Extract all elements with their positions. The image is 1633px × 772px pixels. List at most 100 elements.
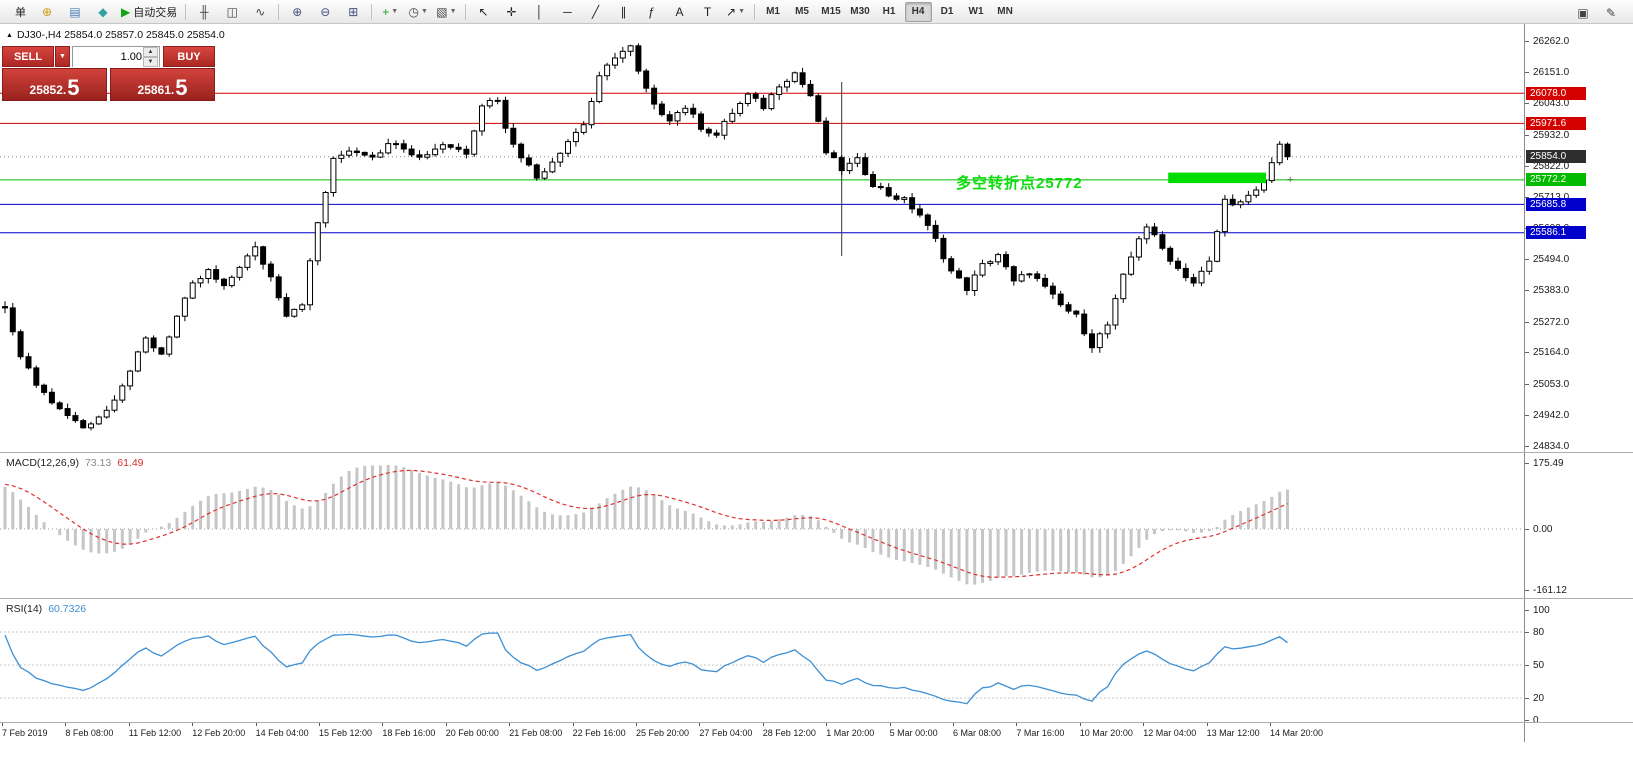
toolbar: 单 ⊕ ▤ ◆ ▶ 自动交易 ╫ ◫ ∿ ⊕ ⊖ ⊞ + ▼ ◷ ▼ ▧ ▼ ↖ ✛ │ ─ ╱ ∥ ƒ A T ↗ ▼ M1 M5 M15 M… bbox=[0, 0, 1633, 24]
time-label: 11 Feb 12:00 bbox=[128, 728, 182, 738]
indicators-icon[interactable]: + ▼ bbox=[377, 1, 403, 23]
time-tick bbox=[2, 722, 3, 726]
time-tick bbox=[699, 722, 701, 726]
order-menu-label-label: 单 bbox=[15, 6, 26, 19]
market-watch-icon[interactable]: ◆ bbox=[90, 1, 116, 23]
vertical-line-icon[interactable]: │ bbox=[527, 1, 553, 23]
rsi-tick-label: 80 bbox=[1533, 627, 1545, 638]
rsi-tick-label: 50 bbox=[1533, 660, 1545, 671]
chart-profile-icon[interactable]: ▣ bbox=[1570, 2, 1596, 24]
indicators-icon-dropdown[interactable]: ▼ bbox=[391, 8, 399, 15]
text-label-icon: T bbox=[703, 4, 712, 19]
time-tick bbox=[572, 722, 574, 726]
hline-price-box: 25772.2 bbox=[1526, 173, 1586, 186]
timeframe-m1[interactable]: M1 bbox=[766, 6, 780, 17]
time-label: 25 Feb 20:00 bbox=[636, 728, 690, 738]
lot-decrease-button[interactable]: ▼ bbox=[143, 56, 158, 67]
horizontal-line-icon: ─ bbox=[563, 4, 572, 19]
price-tick-label: 25053.0 bbox=[1533, 379, 1570, 390]
rsi-pane-canvas[interactable] bbox=[0, 598, 1524, 722]
zoom-in-icon[interactable]: ⊕ bbox=[284, 1, 310, 23]
price-tick bbox=[1525, 384, 1529, 385]
time-tick bbox=[65, 722, 67, 726]
channel-icon: ∥ bbox=[620, 4, 627, 19]
price-tick-label: 25822.0 bbox=[1533, 161, 1570, 172]
time-tick bbox=[1016, 722, 1018, 726]
crosshair-icon[interactable]: ✛ bbox=[499, 1, 525, 23]
edit-icon[interactable]: ✎ bbox=[1598, 2, 1624, 24]
timeframe-w1[interactable]: W1 bbox=[968, 6, 984, 17]
price-axis[interactable]: 26262.0 26151.0 26043.0 25932.0 25822.0 25713… bbox=[1524, 24, 1633, 742]
text-label-icon[interactable]: T bbox=[695, 1, 721, 23]
channel-icon[interactable]: ∥ bbox=[611, 1, 637, 23]
order-menu-label[interactable]: 单 bbox=[6, 1, 32, 23]
price-tick-label: 25164.0 bbox=[1533, 347, 1570, 358]
timeframe-h4[interactable]: H4 bbox=[904, 1, 932, 22]
candlestick-chart-icon[interactable]: ◫ bbox=[219, 1, 245, 23]
time-tick bbox=[1206, 722, 1208, 726]
rsi-tick-label: 0 bbox=[1533, 715, 1539, 726]
macd-pane-canvas[interactable] bbox=[0, 452, 1524, 598]
lot-increase-button[interactable]: ▲ bbox=[143, 46, 158, 57]
macd-tick bbox=[1525, 529, 1529, 530]
trendline-icon[interactable]: ╱ bbox=[583, 1, 609, 23]
lot-size-input[interactable] bbox=[73, 47, 159, 67]
horizontal-line-icon[interactable]: ─ bbox=[555, 1, 581, 23]
macd-tick bbox=[1525, 463, 1529, 464]
lot-size-field: ▲ ▼ bbox=[72, 46, 160, 67]
macd-indicator-label: MACD(12,26,9) 73.13 61.49 bbox=[6, 457, 144, 469]
pivot-annotation-text[interactable]: 多空转折点25772 bbox=[956, 175, 1083, 192]
price-tick-label: 26151.0 bbox=[1533, 67, 1570, 78]
autotrading-button[interactable]: ▶ 自动交易 bbox=[118, 1, 180, 23]
timeframe-m5[interactable]: M5 bbox=[795, 6, 809, 17]
price-tick bbox=[1525, 415, 1529, 416]
main-chart-canvas[interactable] bbox=[0, 24, 1524, 452]
macd-tick-label: 0.00 bbox=[1533, 524, 1553, 535]
ohlc-info-line: ▲ DJ30-,H4 25854.0 25857.0 25845.0 25854.… bbox=[6, 29, 225, 41]
hline-price-box: 25586.1 bbox=[1526, 226, 1586, 239]
sell-price-display[interactable]: 25852. 5 bbox=[2, 68, 107, 101]
text-icon[interactable]: A bbox=[667, 1, 693, 23]
timeframe-m15[interactable]: M15 bbox=[821, 6, 841, 17]
macd-pane-resize-handle[interactable] bbox=[0, 452, 1633, 453]
time-label: 6 Mar 08:00 bbox=[953, 728, 1002, 738]
zoom-out-icon[interactable]: ⊖ bbox=[312, 1, 338, 23]
sell-button[interactable]: SELL bbox=[2, 46, 54, 67]
bar-chart-icon[interactable]: ╫ bbox=[191, 1, 217, 23]
buy-price-display[interactable]: 25861. 5 bbox=[110, 68, 215, 101]
timeframe-m30[interactable]: M30 bbox=[850, 6, 870, 17]
price-tick bbox=[1525, 41, 1529, 42]
cursor-icon[interactable]: ↖ bbox=[471, 1, 497, 23]
template-icon[interactable]: ▧ ▼ bbox=[433, 1, 459, 23]
chart-window-icon[interactable]: ▤ bbox=[62, 1, 88, 23]
order-type-dropdown[interactable]: ▼ bbox=[55, 46, 70, 67]
price-tick-label: 25494.0 bbox=[1533, 254, 1570, 265]
template-icon-dropdown[interactable]: ▼ bbox=[449, 8, 457, 15]
line-chart-icon[interactable]: ∿ bbox=[247, 1, 273, 23]
toolbar-separator bbox=[371, 3, 373, 20]
periods-icon-dropdown[interactable]: ▼ bbox=[421, 8, 428, 15]
expand-triangle-icon[interactable]: ▲ bbox=[6, 32, 13, 39]
arrows-icon-dropdown[interactable]: ▼ bbox=[738, 8, 746, 15]
timeframe-d1[interactable]: D1 bbox=[940, 6, 954, 17]
new-order-icon[interactable]: ⊕ bbox=[34, 1, 60, 23]
periods-icon[interactable]: ◷ ▼ bbox=[405, 1, 431, 23]
price-tick bbox=[1525, 197, 1529, 198]
time-tick bbox=[636, 722, 637, 726]
price-tick-label: 25272.0 bbox=[1533, 317, 1570, 328]
timeframe-h1[interactable]: H1 bbox=[882, 6, 896, 17]
buy-button[interactable]: BUY bbox=[163, 46, 215, 67]
chart-profile-icon: ▣ bbox=[1577, 6, 1589, 20]
timeframe-mn[interactable]: MN bbox=[997, 6, 1013, 17]
time-label: 20 Feb 00:00 bbox=[445, 728, 499, 738]
time-axis[interactable]: 7 Feb 2019 8 Feb 08:00 11 Feb 12:00 12 Feb … bbox=[0, 722, 1524, 742]
tile-windows-icon[interactable]: ⊞ bbox=[340, 1, 366, 23]
toolbar-separator bbox=[185, 3, 187, 20]
fibonacci-icon[interactable]: ƒ bbox=[639, 1, 665, 23]
chart-window-icon: ▤ bbox=[69, 4, 81, 19]
price-tick bbox=[1525, 290, 1529, 291]
rsi-pane-resize-handle[interactable] bbox=[0, 598, 1633, 599]
price-tick-label: 24834.0 bbox=[1533, 441, 1570, 452]
arrows-icon[interactable]: ↗ ▼ bbox=[723, 1, 749, 23]
time-tick bbox=[953, 722, 954, 726]
